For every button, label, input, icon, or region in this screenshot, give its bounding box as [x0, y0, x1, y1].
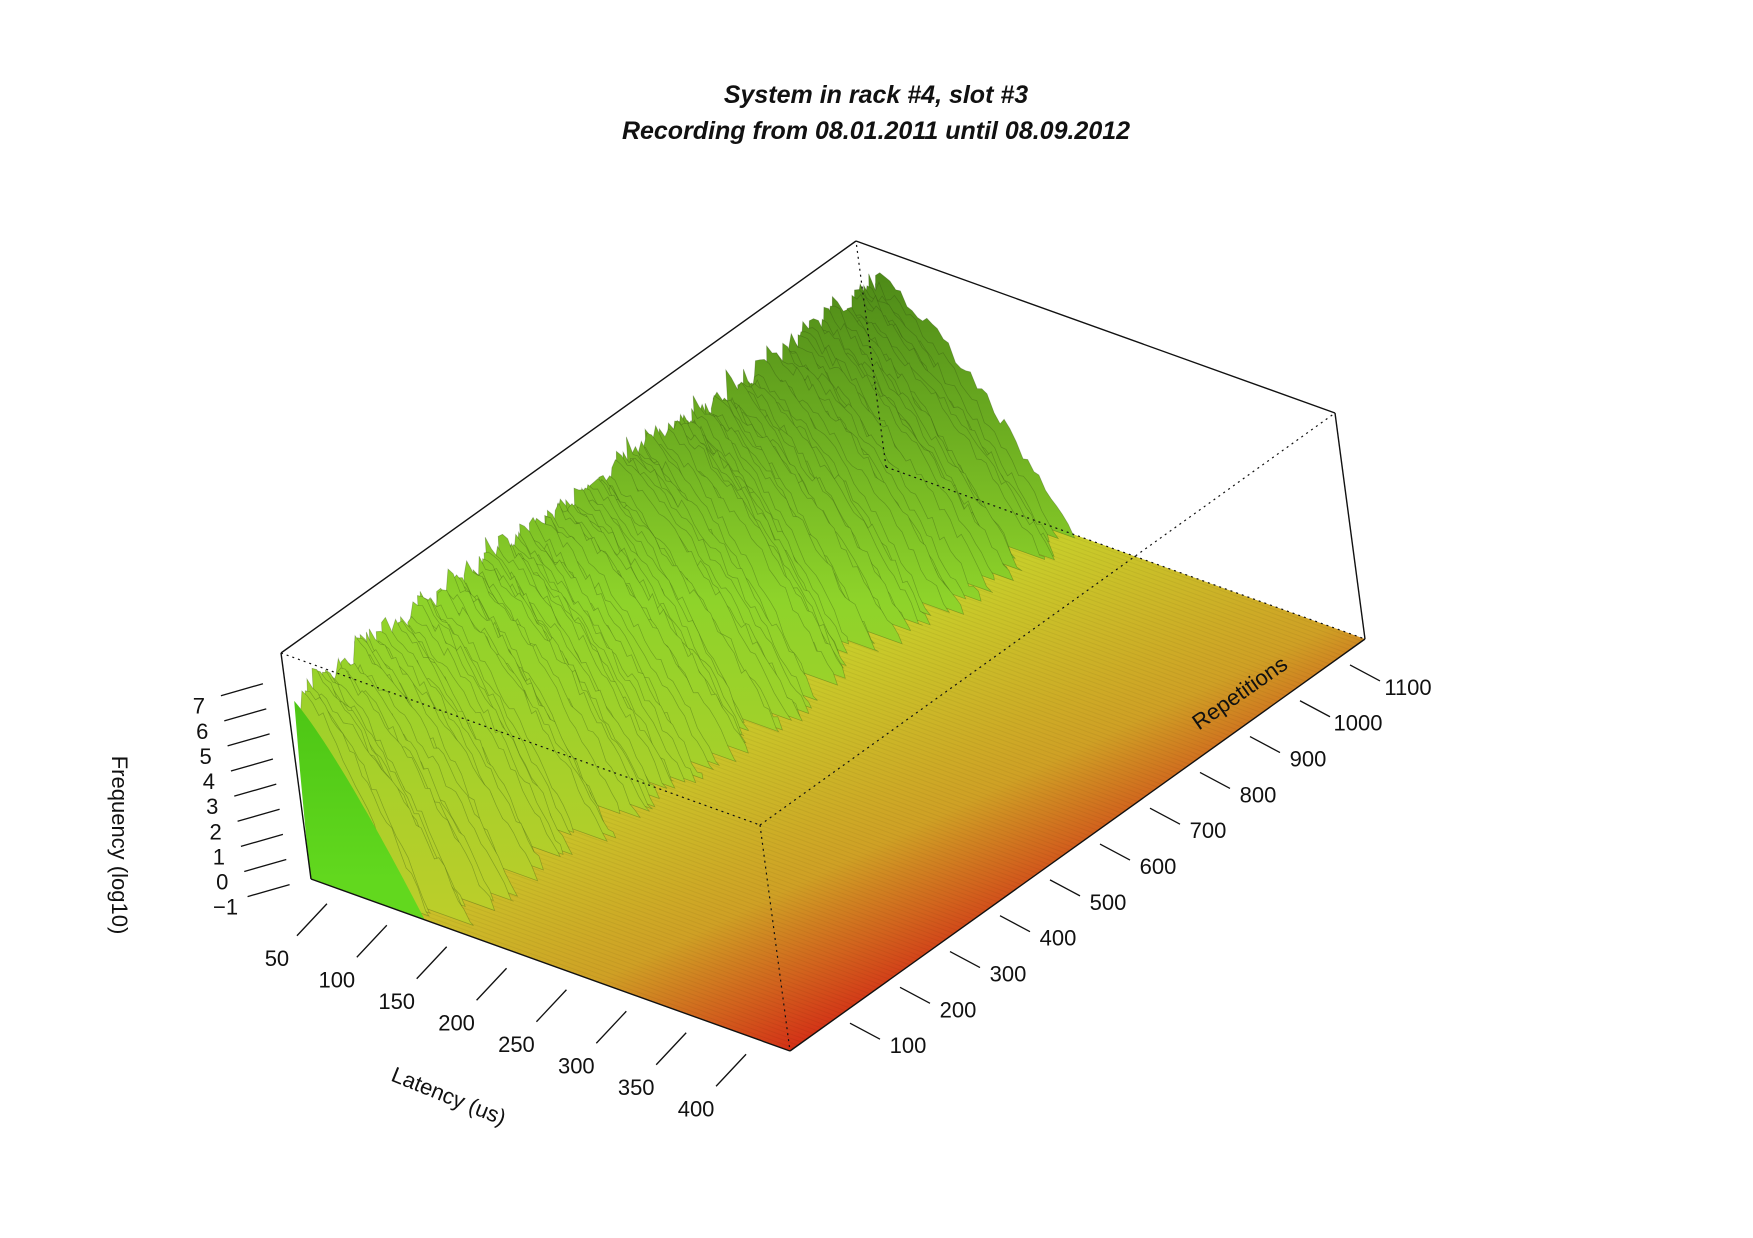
y-tick-label: 500 [1090, 890, 1127, 915]
y-tick-label: 1100 [1384, 675, 1431, 700]
y-tick-label: 300 [990, 962, 1027, 987]
y-tick [999, 915, 1031, 933]
y-tick [1349, 664, 1381, 682]
chart-title: System in rack #4, slot #3 [724, 81, 1028, 109]
surface-ridge [300, 272, 1076, 926]
y-tick [949, 950, 981, 969]
x-tick [356, 924, 388, 958]
plot-box [280, 240, 1366, 1052]
x-tick-label: 350 [618, 1075, 655, 1100]
z-tick [247, 883, 290, 898]
z-tick [230, 758, 274, 772]
y-tick-label: 200 [940, 997, 977, 1022]
z-tick-label: 7 [193, 694, 205, 719]
x-tick-label: 250 [498, 1032, 535, 1057]
y-tick-label: 700 [1190, 818, 1227, 843]
y-tick [1249, 735, 1281, 754]
y-tick-label: 100 [890, 1033, 927, 1058]
z-tick-label: 3 [206, 794, 218, 819]
y-tick [1149, 807, 1181, 825]
x-tick [296, 903, 328, 937]
z-tick-label: 1 [213, 844, 225, 869]
x-tick-label: 300 [558, 1053, 595, 1078]
surface-front-face [294, 700, 425, 920]
x-tick [416, 946, 448, 980]
surface [294, 272, 1365, 1052]
y-tick-label: 1000 [1334, 711, 1383, 736]
z-tick [240, 833, 284, 848]
z-tick [220, 683, 264, 697]
x-tick [535, 989, 567, 1023]
x-axis: 50 100 150 200 250 300 350 400 [265, 903, 747, 1121]
x-tick-label: 100 [318, 967, 355, 992]
y-tick-label: 800 [1240, 782, 1277, 807]
x-tick [595, 1010, 627, 1044]
y-tick [1299, 700, 1331, 718]
z-tick [234, 783, 277, 797]
x-axis-label: Latency (us) [388, 1062, 510, 1131]
x-tick-label: 150 [378, 989, 415, 1014]
y-tick [899, 986, 931, 1004]
z-axis-label: Frequency (log10) [107, 756, 132, 935]
y-tick [1099, 843, 1131, 861]
y-tick-label: 600 [1140, 854, 1177, 879]
z-tick-label: 6 [196, 719, 208, 744]
y-tick-label: 900 [1290, 747, 1327, 772]
x-tick [655, 1032, 687, 1066]
x-tick [715, 1053, 747, 1087]
chart-subtitle: Recording from 08.01.2011 until 08.09.20… [622, 117, 1130, 145]
z-tick-label: 0 [216, 869, 228, 894]
y-tick-label: 400 [1040, 926, 1077, 951]
z-tick-label: 2 [209, 819, 221, 844]
z-tick [227, 733, 270, 747]
x-tick-label: 50 [265, 946, 289, 971]
y-tick [1049, 879, 1081, 897]
x-tick-label: 400 [678, 1096, 715, 1121]
z-tick-label: −1 [213, 895, 238, 920]
x-tick-label: 200 [438, 1010, 475, 1035]
z-tick [237, 808, 280, 822]
z-tick-label: 4 [203, 769, 215, 794]
y-tick [849, 1022, 881, 1040]
z-tick [244, 858, 287, 873]
z-tick-label: 5 [199, 744, 211, 769]
y-tick [1199, 771, 1231, 789]
z-tick [224, 708, 267, 722]
x-tick [476, 967, 508, 1001]
surface-floor [394, 497, 1365, 1052]
